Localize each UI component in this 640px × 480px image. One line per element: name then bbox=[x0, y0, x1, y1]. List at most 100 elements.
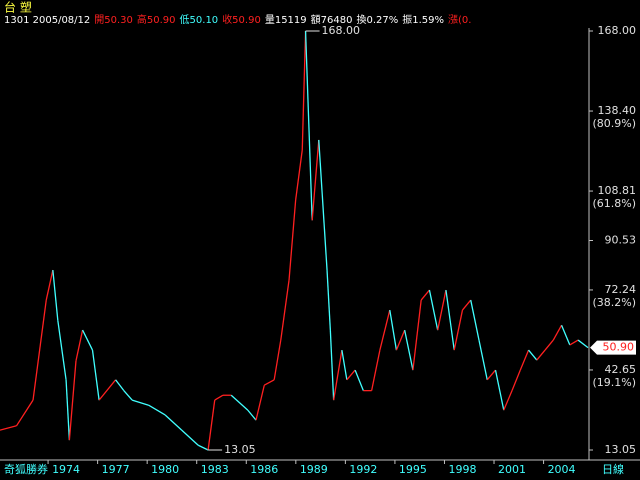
price-segment bbox=[280, 279, 290, 341]
price-segment bbox=[197, 444, 209, 451]
price-segment bbox=[412, 299, 422, 371]
header-item: 1301 2005/08/12 bbox=[4, 15, 90, 26]
y-tick-label: 90.53 bbox=[605, 233, 637, 246]
price-segment bbox=[544, 339, 554, 351]
x-tick-label: 1974 bbox=[52, 463, 80, 476]
fib-label: (19.1%) bbox=[592, 376, 636, 389]
header-item: 收50.90 bbox=[222, 13, 261, 26]
x-tick-label: 1980 bbox=[151, 463, 179, 476]
price-segment bbox=[511, 369, 521, 391]
price-segment bbox=[115, 379, 125, 392]
price-segment bbox=[445, 289, 455, 351]
x-tick-label: 2004 bbox=[548, 463, 576, 476]
brand: 奇狐勝券 bbox=[4, 462, 48, 476]
x-tick-label: 1989 bbox=[300, 463, 328, 476]
price-segment bbox=[311, 139, 320, 221]
price-segment bbox=[214, 394, 224, 401]
header-item: 高50.90 bbox=[137, 13, 176, 26]
x-tick-label: 1986 bbox=[250, 463, 278, 476]
price-segment bbox=[123, 390, 133, 401]
price-segment bbox=[552, 324, 563, 341]
price-segment bbox=[75, 329, 84, 362]
price-segment bbox=[82, 329, 94, 351]
price-segment bbox=[32, 299, 47, 401]
price-segment bbox=[354, 369, 364, 391]
price-segment bbox=[536, 349, 546, 361]
period: 日線 bbox=[602, 462, 624, 476]
price-segment bbox=[247, 409, 257, 421]
price-segment bbox=[420, 289, 430, 301]
y-tick-label: 72.24 bbox=[605, 283, 637, 296]
price-segment bbox=[486, 369, 497, 381]
price-segment bbox=[329, 330, 335, 401]
price-segment bbox=[207, 400, 216, 451]
price-segment bbox=[437, 289, 447, 331]
price-segment bbox=[478, 339, 488, 380]
price-segment bbox=[341, 349, 348, 380]
header-item: 換0.27% bbox=[356, 14, 398, 26]
y-tick-label: 138.40 bbox=[598, 104, 637, 117]
price-segment bbox=[326, 270, 331, 331]
price-segment bbox=[346, 369, 356, 381]
annotation: 13.05 bbox=[224, 443, 256, 456]
header-item: 振1.59% bbox=[402, 13, 444, 26]
y-tick-label: 13.05 bbox=[605, 443, 637, 456]
price-segment bbox=[332, 349, 343, 401]
price-segment bbox=[519, 349, 530, 371]
x-tick-label: 1992 bbox=[349, 463, 377, 476]
fib-label: (61.8%) bbox=[592, 197, 636, 210]
price-segment bbox=[528, 349, 538, 361]
y-tick-label: 168.00 bbox=[598, 24, 637, 37]
last-price-box bbox=[590, 340, 636, 355]
price-segment bbox=[288, 199, 297, 281]
x-tick-label: 1977 bbox=[102, 463, 130, 476]
price-segment bbox=[318, 139, 328, 271]
price-segment bbox=[273, 339, 282, 380]
price-segment bbox=[395, 329, 406, 351]
price-segment bbox=[255, 385, 265, 421]
price-segment bbox=[98, 379, 117, 401]
chart-title: 台 塑 bbox=[4, 0, 32, 15]
price-segment bbox=[45, 269, 54, 301]
price-segment bbox=[164, 414, 183, 431]
price-segment bbox=[148, 404, 166, 416]
price-segment bbox=[230, 394, 249, 411]
header-item: 漲(0. bbox=[448, 14, 471, 26]
fib-label: (80.9%) bbox=[592, 117, 636, 130]
price-segment bbox=[301, 30, 307, 150]
header-item: 開50.30 bbox=[94, 14, 133, 26]
x-tick-label: 1995 bbox=[399, 463, 427, 476]
annotation: 168.00 bbox=[322, 24, 361, 37]
price-segment bbox=[181, 429, 199, 446]
price-segment bbox=[52, 269, 59, 321]
price-segment bbox=[560, 324, 571, 346]
price-segment bbox=[577, 339, 589, 349]
price-segment bbox=[428, 289, 439, 331]
x-tick-label: 1983 bbox=[201, 463, 229, 476]
price-segment bbox=[494, 369, 505, 411]
x-tick-label: 1998 bbox=[448, 463, 476, 476]
last-price-label: 50.90 bbox=[603, 341, 635, 354]
y-tick-label: 108.81 bbox=[598, 184, 637, 197]
price-segment bbox=[404, 329, 414, 371]
price-segment bbox=[569, 339, 579, 346]
price-segment bbox=[65, 379, 71, 441]
header-item: 低50.10 bbox=[180, 13, 219, 26]
price-segment bbox=[263, 379, 275, 386]
price-segment bbox=[15, 399, 34, 427]
price-segment bbox=[379, 309, 391, 351]
price-segment bbox=[370, 349, 381, 391]
price-segment bbox=[68, 360, 77, 441]
header-item: 額76480 bbox=[311, 13, 353, 26]
fib-label: (38.2%) bbox=[592, 296, 636, 309]
price-segment bbox=[453, 309, 464, 351]
price-segment bbox=[131, 399, 149, 406]
x-tick-label: 2001 bbox=[498, 463, 526, 476]
price-segment bbox=[0, 425, 17, 431]
price-segment bbox=[389, 309, 398, 351]
price-segment bbox=[295, 149, 303, 201]
price-segment bbox=[304, 30, 313, 221]
price-segment bbox=[461, 299, 472, 311]
price-segment bbox=[57, 320, 67, 380]
